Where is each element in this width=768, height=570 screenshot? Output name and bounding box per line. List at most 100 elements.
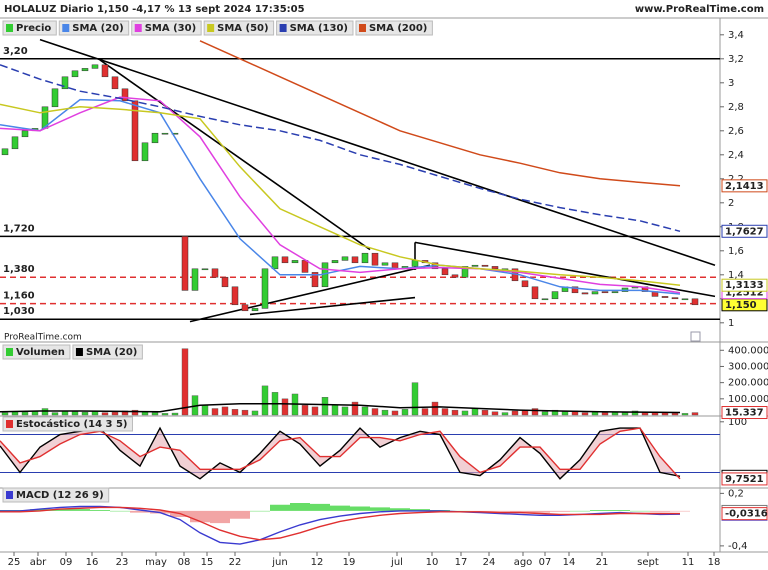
macd-histogram [210,510,230,524]
trend-line [189,264,431,323]
y-tick-label: 100 [728,417,747,428]
volume-bar [51,412,59,416]
candle [281,256,289,264]
legend-box [276,20,354,36]
macd-histogram [70,509,90,511]
volume-bar [261,385,269,416]
macd-line [0,506,681,541]
y-tick-label: 3,4 [728,30,744,41]
volume-bar [491,411,499,416]
legend-label: SMA (20) [72,23,123,34]
volume-bar [511,410,519,416]
sma-line [0,103,681,286]
legend-box [355,20,433,36]
legend-label: SMA (50) [217,23,268,34]
macd-histogram [190,510,210,523]
volume-bar [411,382,419,416]
x-tick-label: 11 [682,557,695,568]
y-tick-label: -0,4 [728,541,748,552]
y-tick-label: 2 [728,198,734,209]
level-label: 3,20 [3,46,28,57]
y-tick-label: 2,6 [728,126,744,137]
volume-bar [421,408,429,416]
candle [231,286,239,306]
legend-swatch [6,24,13,32]
volume-bar [631,410,639,416]
volume-bar [81,411,89,416]
legend-box [131,20,202,36]
candle [671,297,679,300]
x-tick-label: 08 [178,557,191,568]
trend-line [414,241,716,298]
candle [111,76,119,90]
value-label: 1,7627 [725,226,764,237]
macd-histogram [290,503,310,511]
y-tick-label: 200.000 [728,378,768,389]
x-tick-label: 14 [563,557,576,568]
stoch-line [0,427,681,480]
macd-histogram [510,510,530,513]
value-label-box [721,278,768,292]
macd-histogram [270,504,290,511]
legend-swatch [6,348,13,356]
volume-bar [251,410,259,416]
candle [201,268,209,271]
value-label-box [721,179,768,193]
volume-bar [501,412,509,416]
trend-line [99,59,371,251]
candle [251,308,259,312]
volume-bar [41,408,49,416]
volume-bar [151,412,159,416]
value-label: 1,150 [725,300,757,311]
macd-histogram [410,509,430,511]
x-tick-label: sept [637,557,659,568]
candle [301,260,309,273]
volume-bar [281,398,289,416]
y-tick-label: 0,2 [728,488,744,499]
y-tick-label: 400.000 [728,345,768,356]
legend-label: Precio [16,23,51,34]
macd-histogram [250,510,270,512]
value-label: 15.337 [725,408,764,419]
legend-box [2,20,57,36]
legend-label: Volumen [16,347,65,358]
volume-bar [321,397,329,416]
x-tick-label: 21 [596,557,609,568]
stoch-fill [0,428,680,479]
y-tick-label: 2,2 [728,174,744,185]
volume-bar [681,413,689,416]
volume-bar [241,409,249,416]
x-tick-label: 18 [708,557,721,568]
candle [441,268,449,276]
candle [21,130,29,138]
x-tick-label: 10 [426,557,439,568]
y-tick-label: 3,2 [728,54,744,65]
legend-swatch [207,24,215,32]
volume-bar [161,413,169,416]
candle [121,88,129,102]
candle [61,76,69,90]
candle [91,64,99,69]
legend-swatch [134,24,142,32]
macd-histogram [350,506,370,511]
legend-label: Estocástico (14 3 5) [16,418,127,430]
value-label: -0,0316 [725,509,768,520]
volume-sma [0,402,681,414]
volume-bar [381,409,389,416]
legend-swatch [358,24,366,32]
volume-bar [171,412,179,416]
volume-bar [691,412,699,416]
x-tick-label: 16 [86,557,99,568]
candle [341,256,349,261]
candle [551,291,559,300]
trend-line [39,38,716,266]
candle [221,276,229,288]
info-icon[interactable] [690,331,701,342]
candle [591,291,599,295]
site-link[interactable]: www.ProRealTime.com [635,4,764,15]
sma-line [0,96,681,294]
sma-line [0,64,681,233]
candle [521,280,529,288]
level-label: 1,720 [3,223,35,234]
legend-box [72,344,143,360]
